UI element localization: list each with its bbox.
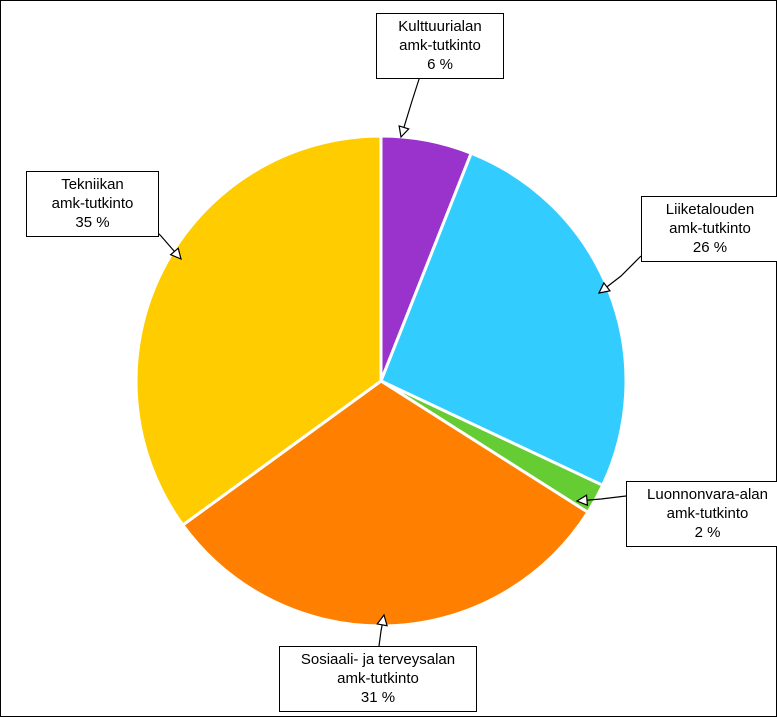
label-percent-liiketalous: 26 % [650,239,770,258]
label-line1-liiketalous: Liiketalouden [650,201,770,220]
pie-svg [1,1,777,718]
label-line1-tekniikka: Tekniikan [35,176,150,195]
label-sote: Sosiaali- ja terveysalanamk-tutkinto31 % [279,646,477,712]
label-luonnonvara: Luonnonvara-alanamk-tutkinto2 % [626,481,777,547]
label-line2-sote: amk-tutkinto [288,670,468,689]
label-line2-kulttuuri: amk-tutkinto [385,37,495,56]
label-percent-luonnonvara: 2 % [635,524,777,543]
label-liiketalous: Liiketaloudenamk-tutkinto26 % [641,196,777,262]
label-line1-kulttuuri: Kulttuurialan [385,18,495,37]
label-kulttuuri: Kulttuurialanamk-tutkinto6 % [376,13,504,79]
label-percent-kulttuuri: 6 % [385,56,495,75]
label-percent-tekniikka: 35 % [35,214,150,233]
label-percent-sote: 31 % [288,689,468,708]
label-line1-sote: Sosiaali- ja terveysalan [288,651,468,670]
label-line2-tekniikka: amk-tutkinto [35,195,150,214]
label-line2-liiketalous: amk-tutkinto [650,220,770,239]
label-line1-luonnonvara: Luonnonvara-alan [635,486,777,505]
label-line2-luonnonvara: amk-tutkinto [635,505,777,524]
label-tekniikka: Tekniikanamk-tutkinto35 % [26,171,159,237]
pie-chart: Kulttuurialanamk-tutkinto6 %Liiketaloude… [0,0,777,717]
